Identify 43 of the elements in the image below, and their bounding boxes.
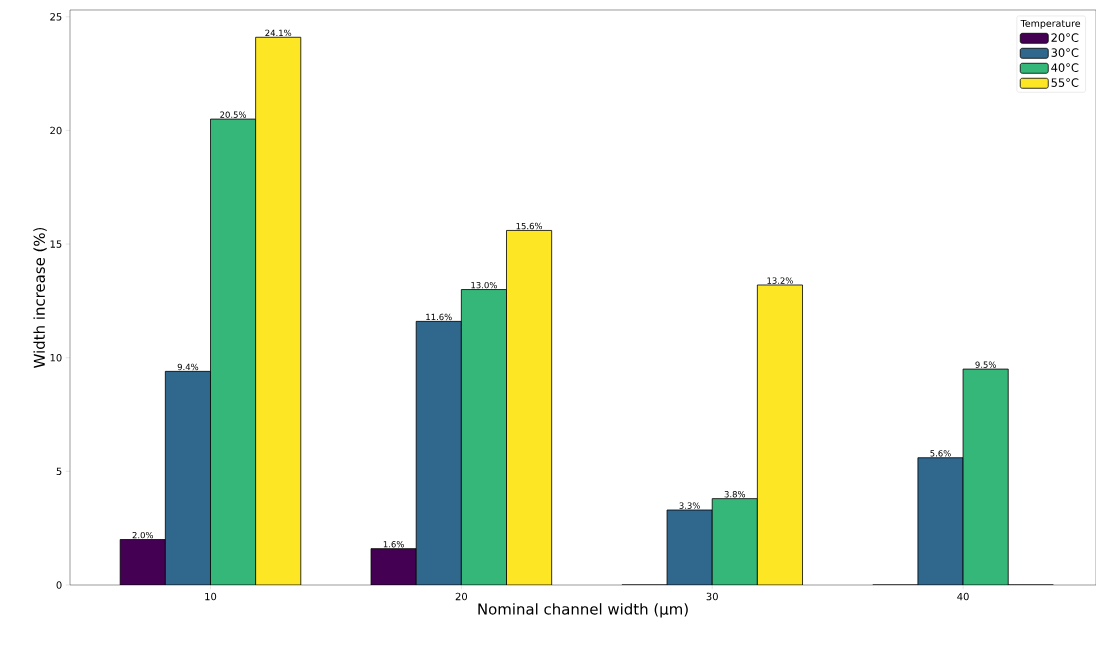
- data-label: 3.8%: [724, 491, 746, 498]
- data-label: 5.6%: [930, 450, 951, 457]
- y-tick-label: 10: [50, 353, 62, 362]
- x-tick-label: 40: [957, 592, 969, 601]
- data-label: 9.4%: [177, 363, 199, 371]
- y-tick-label: 25: [50, 13, 62, 21]
- bar: [917, 457, 964, 585]
- data-label: 3.3%: [679, 502, 700, 509]
- y-tick-label: 20: [50, 126, 62, 135]
- bar: [460, 289, 507, 585]
- bar: [757, 285, 803, 585]
- legend-title: Temperature: [1020, 19, 1081, 29]
- x-tick-label: 10: [205, 592, 217, 601]
- data-label: 13.2%: [767, 277, 793, 284]
- data-label: 1.6%: [383, 541, 404, 548]
- y-tick-label: 5: [56, 467, 62, 476]
- bar: [210, 118, 257, 585]
- data-label: 9.5%: [975, 361, 996, 368]
- x-tick-label: 30: [706, 592, 718, 601]
- data-label: 24.1%: [265, 29, 292, 37]
- x-tick-label: 20: [455, 592, 468, 601]
- x-axis-title: Nominal channel width (μm): [478, 603, 688, 618]
- data-label: 11.6%: [426, 313, 452, 321]
- bar: [255, 36, 302, 585]
- y-tick-label: 0: [56, 581, 62, 589]
- bar: [370, 548, 417, 585]
- data-label: 13.0%: [471, 281, 497, 289]
- legend-label: 20°C: [1051, 33, 1079, 42]
- bar: [164, 370, 211, 585]
- bar: [962, 368, 1009, 585]
- bar: [415, 320, 462, 585]
- legend-label: 55°C: [1051, 78, 1079, 87]
- data-label: 15.6%: [516, 222, 543, 230]
- bar: [506, 230, 553, 585]
- y-tick-label: 15: [50, 240, 62, 248]
- legend-label: 30°C: [1051, 48, 1079, 57]
- bar: [119, 539, 166, 585]
- data-label: 20.5%: [220, 111, 247, 118]
- data-label: 2.0%: [132, 531, 154, 539]
- bar: [712, 498, 758, 585]
- legend-label: 40°C: [1051, 63, 1079, 72]
- bar: [667, 510, 713, 585]
- y-axis-title: Width increase (%): [33, 227, 47, 368]
